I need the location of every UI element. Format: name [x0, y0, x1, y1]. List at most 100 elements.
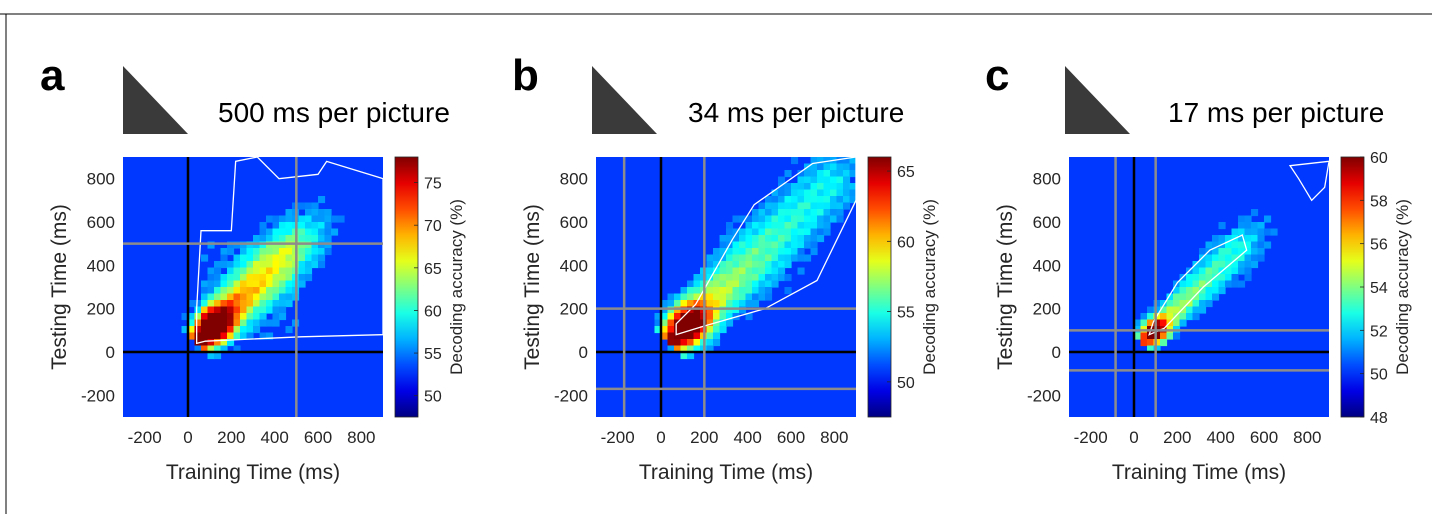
heatmap-cell: [745, 267, 753, 275]
y-tick-label: 200: [560, 300, 588, 319]
heatmap-cell: [201, 326, 209, 334]
heatmap-cell: [804, 189, 812, 197]
significance-contour: [1288, 160, 1329, 202]
heatmap-cell: [266, 235, 274, 243]
heatmap-cell: [207, 306, 215, 314]
heatmap-cell: [240, 332, 248, 340]
heatmap-cell: [830, 202, 838, 210]
heatmap-cell: [272, 215, 280, 223]
heatmap-cell: [233, 280, 241, 288]
heatmap-cell: [285, 228, 293, 236]
heatmap-cell: [680, 287, 688, 295]
heatmap-cell: [823, 189, 831, 197]
heatmap-cell: [667, 300, 675, 308]
heatmap-cell: [706, 261, 714, 269]
heatmap-cell: [285, 267, 293, 275]
heatmap-cell: [227, 306, 235, 314]
heatmap-cell: [830, 176, 838, 184]
heatmap-cell: [797, 202, 805, 210]
heatmap-cell: [667, 339, 675, 347]
heatmap-cell: [804, 215, 812, 223]
heatmap-cell: [797, 183, 805, 191]
heatmap-cell: [745, 274, 753, 282]
heatmap-cell: [207, 326, 215, 334]
heatmap-cell: [732, 300, 740, 308]
heatmap-cell: [732, 293, 740, 301]
heatmap-cell: [810, 196, 818, 204]
x-tick-label: 200: [690, 428, 718, 447]
heatmap-cell: [285, 293, 293, 301]
heatmap-cell: [765, 235, 773, 243]
heatmap-cell: [726, 228, 734, 236]
heatmap-cell: [266, 215, 274, 223]
heatmap-cell: [719, 319, 727, 327]
heatmap-cell: [680, 306, 688, 314]
heatmap-cell: [214, 287, 222, 295]
heatmap-cell: [823, 157, 831, 165]
heatmap-cell: [791, 241, 799, 249]
heatmap-cell: [843, 176, 851, 184]
heatmap-cell: [240, 280, 248, 288]
heatmap-cell: [1225, 241, 1233, 249]
heatmap-cell: [305, 261, 313, 269]
heatmap-cell: [259, 228, 267, 236]
heatmap-cell: [298, 261, 306, 269]
heatmap-cell: [726, 306, 734, 314]
heatmap-cell: [1166, 332, 1174, 340]
heatmap-cell: [1212, 235, 1220, 243]
heatmap-cell: [674, 293, 682, 301]
heatmap-cell: [1257, 228, 1265, 236]
ramp-triangle-icon: [123, 66, 188, 134]
heatmap-cell: [279, 313, 287, 321]
heatmap-cell: [214, 274, 222, 282]
heatmap-cell: [778, 196, 786, 204]
heatmap-cell: [181, 313, 189, 321]
heatmap-cell: [674, 339, 682, 347]
heatmap-cell: [765, 254, 773, 262]
heatmap-cell: [194, 313, 202, 321]
heatmap-cell: [680, 300, 688, 308]
heatmap-cell: [765, 261, 773, 269]
heatmap-cell: [1186, 300, 1194, 308]
heatmap-cell: [246, 267, 254, 275]
heatmap-cell: [713, 267, 721, 275]
heatmap-cell: [758, 228, 766, 236]
heatmap-cell: [771, 228, 779, 236]
heatmap-cell: [318, 235, 326, 243]
heatmap-cell: [253, 267, 261, 275]
heatmap-cell: [732, 306, 740, 314]
heatmap-cell: [836, 215, 844, 223]
heatmap-cell: [713, 332, 721, 340]
heatmap-cell: [823, 176, 831, 184]
heatmap-cell: [843, 157, 851, 165]
heatmap-cell: [1251, 209, 1259, 217]
heatmap-cell: [305, 274, 313, 282]
heatmap-cell: [272, 235, 280, 243]
heatmap-cell: [1225, 280, 1233, 288]
heatmap-cell: [311, 261, 319, 269]
heatmap-cell: [194, 332, 202, 340]
heatmap-cell: [771, 235, 779, 243]
heatmap-cell: [1244, 215, 1252, 223]
heatmap-cell: [207, 313, 215, 321]
heatmap-cell: [1179, 300, 1187, 308]
heatmap-cell: [791, 248, 799, 256]
heatmap-cell: [817, 209, 825, 217]
heatmap-cell: [1212, 274, 1220, 282]
heatmap-cell: [758, 235, 766, 243]
heatmap-cell: [298, 215, 306, 223]
heatmap-cell: [240, 267, 248, 275]
heatmap-cell: [1238, 248, 1246, 256]
heatmap-cell: [259, 235, 267, 243]
heatmap-cell: [298, 202, 306, 210]
heatmap-cell: [706, 267, 714, 275]
heatmap-cell: [719, 248, 727, 256]
heatmap-cell: [324, 215, 332, 223]
heatmap-cell: [823, 209, 831, 217]
heatmap-cell: [687, 332, 695, 340]
heatmap-cell: [259, 293, 267, 301]
y-tick-label: -200: [1027, 386, 1061, 405]
heatmap-cell: [272, 241, 280, 249]
heatmap-cell: [1160, 313, 1168, 321]
heatmap-cell: [667, 326, 675, 334]
